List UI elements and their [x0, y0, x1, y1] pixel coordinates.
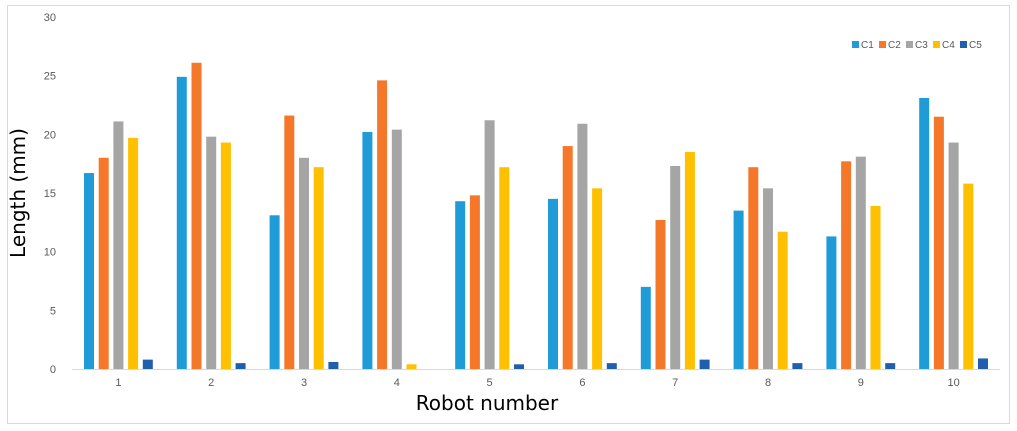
bar-c1-robot-8	[733, 210, 744, 369]
legend-label-c4: C4	[942, 40, 955, 51]
y-tick-label: 0	[50, 364, 56, 376]
bar-c4-robot-2	[220, 142, 231, 369]
bar-c3-robot-2	[206, 136, 217, 369]
bar-c2-robot-3	[284, 115, 295, 369]
x-tick-label: 6	[579, 377, 585, 389]
y-tick-label: 15	[44, 188, 56, 200]
bar-c2-robot-1	[98, 157, 109, 369]
y-tick-label: 25	[44, 71, 56, 83]
legend-swatch-c1	[852, 41, 859, 48]
bar-c2-robot-2	[191, 62, 202, 369]
bar-c1-robot-3	[269, 215, 280, 369]
bar-c3-robot-1	[113, 121, 124, 370]
x-axis-title: Robot number	[416, 391, 559, 415]
legend: C1 C2 C3 C4 C5	[852, 40, 982, 51]
bar-c5-robot-6	[606, 363, 617, 369]
bar-c4-robot-4	[406, 364, 417, 369]
bar-c4-robot-8	[777, 231, 788, 369]
bar-c1-robot-10	[919, 97, 930, 370]
bars-group	[84, 62, 988, 370]
legend-swatch-c3	[906, 41, 913, 48]
bar-c3-robot-7	[670, 166, 681, 369]
x-tick-label: 7	[672, 377, 678, 389]
legend-swatch-c4	[933, 41, 940, 48]
x-tick-label: 2	[208, 377, 214, 389]
bar-c1-robot-9	[826, 236, 837, 369]
bar-c4-robot-6	[592, 188, 603, 369]
bar-c3-robot-6	[577, 123, 588, 370]
bar-c1-robot-4	[362, 131, 373, 369]
bar-c1-robot-5	[455, 201, 466, 369]
y-axis-title: Length (mm)	[6, 128, 30, 258]
legend-label-c5: C5	[969, 40, 982, 51]
bar-c2-robot-6	[562, 146, 573, 369]
bar-c2-robot-8	[748, 167, 759, 369]
y-axis: 0 5 10 15 20 25 30	[44, 12, 56, 376]
x-tick-label: 1	[115, 377, 121, 389]
bar-c5-robot-9	[885, 363, 896, 369]
x-tick-label: 3	[301, 377, 307, 389]
bar-c2-robot-7	[655, 219, 666, 369]
y-tick-label: 10	[44, 247, 56, 259]
bar-c4-robot-7	[684, 151, 695, 369]
bar-c4-robot-10	[963, 183, 974, 369]
bar-c2-robot-5	[469, 195, 480, 369]
bar-c1-robot-7	[640, 286, 651, 369]
bar-c2-robot-4	[377, 80, 388, 370]
bar-c4-robot-1	[128, 137, 139, 369]
bar-c5-robot-2	[235, 363, 246, 369]
x-tick-label: 5	[487, 377, 493, 389]
bar-c3-robot-9	[855, 156, 866, 369]
bar-c5-robot-7	[699, 359, 710, 369]
bar-c2-robot-9	[841, 161, 852, 369]
bar-c5-robot-3	[328, 361, 339, 369]
bar-c3-robot-5	[484, 120, 495, 369]
x-tick-label: 10	[947, 377, 959, 389]
x-tick-label: 9	[858, 377, 864, 389]
bar-c5-robot-5	[514, 364, 524, 369]
x-tick-label: 8	[765, 377, 771, 389]
legend-swatch-c2	[879, 41, 886, 48]
x-axis: 1 2 3 4 5 6 7 8 9 10	[115, 377, 959, 389]
legend-label-c3: C3	[915, 40, 928, 51]
bar-c4-robot-5	[499, 167, 510, 369]
bar-c1-robot-1	[84, 173, 94, 369]
bar-c4-robot-3	[313, 167, 324, 369]
bar-c5-robot-1	[142, 359, 153, 369]
bar-c3-robot-3	[299, 157, 309, 369]
bar-c3-robot-10	[948, 142, 959, 369]
legend-swatch-c5	[960, 41, 967, 48]
bar-c3-robot-8	[763, 188, 773, 369]
bar-c2-robot-10	[933, 116, 944, 369]
bar-c4-robot-9	[870, 205, 881, 369]
bar-c1-robot-2	[176, 76, 187, 369]
y-tick-label: 30	[44, 12, 56, 24]
legend-label-c2: C2	[888, 40, 901, 51]
bar-c3-robot-4	[391, 129, 402, 369]
y-tick-label: 20	[44, 129, 56, 141]
legend-label-c1: C1	[861, 40, 874, 51]
bar-c5-robot-8	[792, 363, 803, 369]
y-tick-label: 5	[50, 305, 56, 317]
bar-c5-robot-10	[978, 358, 988, 369]
x-tick-label: 4	[394, 377, 400, 389]
bar-c1-robot-6	[548, 198, 558, 369]
